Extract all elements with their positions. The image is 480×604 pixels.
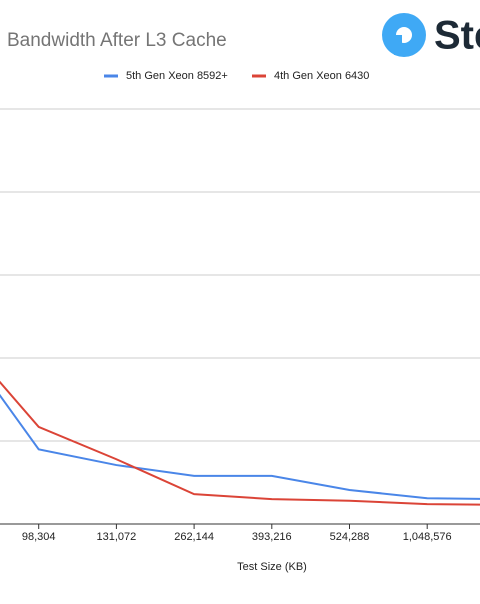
logo: Ste bbox=[382, 13, 480, 58]
x-tick-label: 98,304 bbox=[22, 531, 56, 543]
series-line bbox=[0, 380, 480, 506]
legend-label: 5th Gen Xeon 8592+ bbox=[126, 70, 228, 82]
x-tick-label: 524,288 bbox=[330, 531, 370, 543]
x-tick-label: 262,144 bbox=[174, 531, 214, 543]
chart-title: Bandwidth After L3 Cache bbox=[7, 30, 227, 51]
x-tick-label: 131,072 bbox=[97, 531, 137, 543]
legend-label: 4th Gen Xeon 6430 bbox=[274, 70, 369, 82]
x-axis-title: Test Size (KB) bbox=[237, 561, 307, 573]
logo-text: Ste bbox=[434, 14, 480, 58]
logo-icon-tail bbox=[394, 35, 402, 55]
x-tick-label: 1,048,576 bbox=[403, 531, 452, 543]
x-tick-label: 393,216 bbox=[252, 531, 292, 543]
series-line bbox=[0, 393, 480, 500]
